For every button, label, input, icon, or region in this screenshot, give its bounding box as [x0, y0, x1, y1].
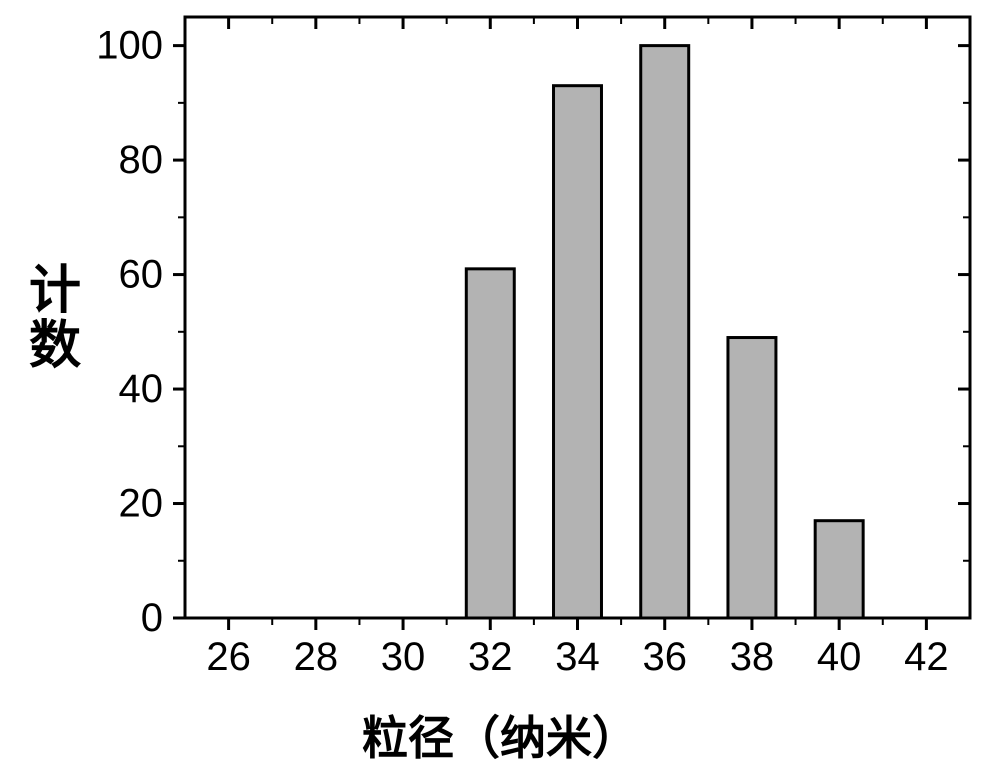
histogram-svg: 26 28 30 32 34 36 38 40 42 0 20 40 60 80 100 [0, 0, 1000, 761]
histogram-bar [554, 86, 602, 618]
histogram-bar [466, 269, 514, 618]
y-tick-label: 100 [96, 24, 163, 68]
x-axis-label: 粒径（纳米） [0, 702, 1000, 768]
histogram-figure: 262830323436384042020406080100 计 数 粒径（纳米… [0, 0, 1000, 761]
y-axis-label-wrap: 计 数 [10, 0, 100, 640]
histogram-bar [815, 521, 863, 618]
y-tick-label: 80 [119, 138, 164, 182]
x-tick-label: 30 [381, 635, 426, 679]
y-axis-label: 计 数 [10, 265, 100, 374]
x-tick-label: 34 [555, 635, 600, 679]
x-tick-label: 28 [294, 635, 339, 679]
histogram-bar [641, 46, 689, 618]
x-tick-label: 32 [468, 635, 513, 679]
x-tick-label: 42 [904, 635, 949, 679]
y-tick-label: 0 [141, 596, 163, 640]
y-tick-label: 20 [119, 482, 164, 526]
x-tick-label: 26 [206, 635, 251, 679]
x-tick-label: 40 [817, 635, 862, 679]
x-tick-label: 38 [730, 635, 775, 679]
y-tick-label: 40 [119, 367, 164, 411]
histogram-bar [728, 338, 776, 618]
x-tick-label: 36 [642, 635, 687, 679]
y-tick-label: 60 [119, 253, 164, 297]
